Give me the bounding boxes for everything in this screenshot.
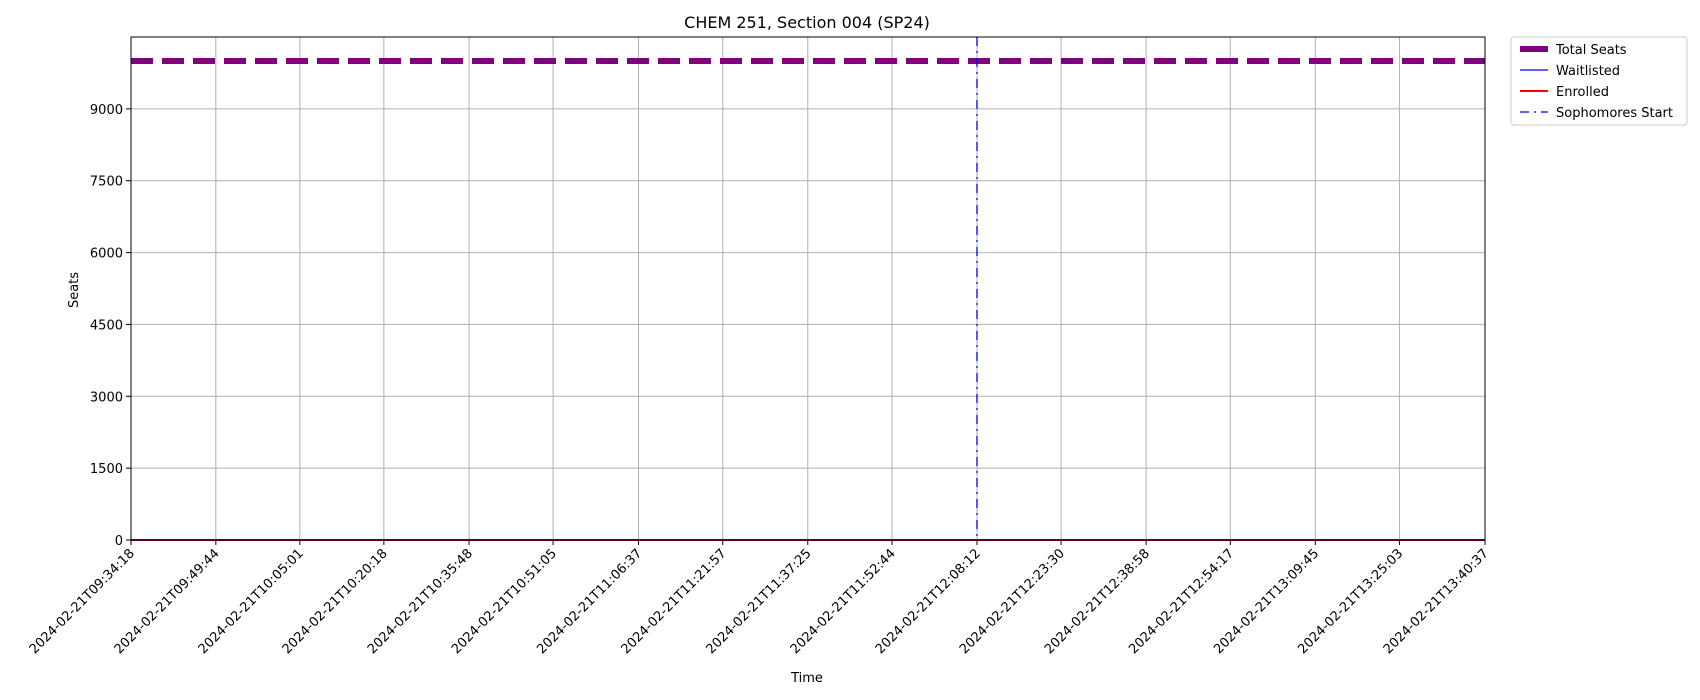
legend: Total Seats Waitlisted Enrolled Sophomores … — [1510, 36, 1688, 126]
y-tick-label: 1500 — [90, 462, 123, 477]
y-tick-label: 0 — [115, 534, 123, 549]
x-axis-label: Time — [790, 671, 823, 686]
chart-title: CHEM 251, Section 004 (SP24) — [684, 13, 930, 32]
legend-label: Sophomores Start — [1556, 106, 1673, 121]
y-axis-ticks: 0 1500 3000 4500 6000 7500 9000 — [90, 103, 131, 549]
grid — [130, 37, 1486, 541]
y-axis-label: Seats — [67, 272, 82, 308]
y-tick-label: 3000 — [90, 390, 123, 405]
y-tick-label: 7500 — [90, 175, 123, 190]
y-tick-label: 4500 — [90, 318, 123, 333]
legend-label: Total Seats — [1555, 43, 1627, 58]
y-tick-label: 6000 — [90, 247, 123, 262]
x-axis-ticks: 2024-02-21T09:34:182024-02-21T09:49:4420… — [27, 540, 1492, 657]
legend-box — [1510, 36, 1688, 126]
y-tick-label: 9000 — [90, 103, 123, 118]
legend-label: Enrolled — [1556, 85, 1609, 100]
legend-label: Waitlisted — [1556, 64, 1620, 79]
